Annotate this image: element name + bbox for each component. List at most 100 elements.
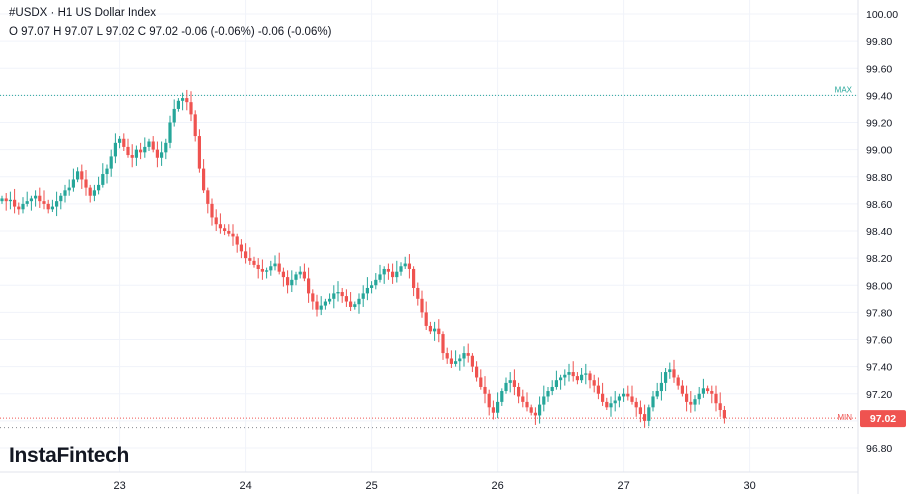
candle-body-down [706, 388, 710, 392]
candle-body-up [92, 190, 96, 196]
y-tick-label: 96.80 [866, 443, 892, 455]
candle-body-down [349, 301, 353, 307]
candle-body-up [542, 396, 546, 405]
candle-body-up [559, 377, 563, 381]
candle-body-up [378, 274, 382, 280]
candle-body-down [718, 403, 722, 411]
candle-body-up [143, 146, 147, 153]
candle-body-up [0, 198, 4, 202]
candle-body-down [626, 393, 630, 397]
candle-body-down [445, 353, 449, 359]
candle-body-up [701, 388, 705, 394]
y-tick-label: 98.40 [866, 226, 892, 238]
candle-body-up [370, 285, 374, 288]
candle-body-up [353, 304, 357, 307]
candle-body-down [46, 203, 50, 210]
candle-body-up [50, 206, 54, 210]
candle-body-up [374, 279, 378, 286]
candle-body-down [42, 201, 46, 204]
x-tick-label: 26 [491, 480, 503, 492]
candle-body-down [80, 171, 84, 180]
candle-body-down [344, 296, 348, 302]
candle-body-up [563, 374, 567, 378]
candle-body-down [416, 287, 420, 299]
candle-body-down [588, 373, 592, 381]
x-tick-label: 24 [239, 480, 251, 492]
candle-body-down [84, 179, 88, 188]
candle-body-down [235, 236, 239, 245]
candle-body-down [466, 353, 470, 356]
price-levels: MAX MIN [0, 85, 858, 429]
y-tick-label: 99.80 [866, 36, 892, 48]
candle-body-up [59, 195, 63, 202]
candle-body-up [508, 380, 512, 383]
candle-body-up [273, 263, 277, 267]
x-tick-label: 25 [365, 480, 377, 492]
candle-body-up [567, 372, 571, 375]
candle-body-up [25, 201, 29, 204]
candle-body-up [382, 268, 386, 275]
candle-body-up [118, 138, 122, 143]
candle-body-up [458, 358, 462, 362]
candle-body-up [134, 149, 138, 158]
y-tick-label: 97.40 [866, 362, 892, 374]
candle-body-up [34, 195, 38, 199]
candle-body-up [181, 98, 185, 101]
candle-body-down [529, 407, 533, 413]
candle-body-up [365, 287, 369, 294]
candle-body-up [109, 156, 113, 169]
last-price-badge [860, 410, 906, 428]
candle-body-up [357, 298, 361, 305]
candle-body-down [491, 407, 495, 413]
y-tick-label: 97.20 [866, 389, 892, 401]
candles [0, 89, 726, 428]
candle-body-down [302, 271, 306, 279]
candle-body-down [223, 228, 227, 231]
candle-body-down [470, 355, 474, 367]
candle-body-down [672, 369, 676, 378]
candle-body-up [399, 266, 403, 272]
grid-lines [0, 0, 859, 494]
candle-body-up [554, 380, 558, 387]
candle-body-down [13, 199, 17, 207]
candle-body-down [449, 358, 453, 364]
candle-body-up [403, 263, 407, 267]
price-axis: 100.00 99.80 99.60 99.40 99.20 99.00 98.80 98.6… [860, 9, 906, 455]
candle-body-up [168, 122, 172, 143]
candle-body-down [407, 263, 411, 269]
candle-body-down [630, 396, 634, 402]
candle-body-down [714, 393, 718, 404]
candle-body-down [680, 385, 684, 394]
candle-body-up [647, 407, 651, 421]
candle-body-down [512, 380, 516, 387]
candle-body-down [197, 136, 201, 169]
candle-body-up [101, 174, 105, 185]
candle-body-down [210, 203, 214, 218]
candle-body-down [391, 271, 395, 278]
candle-body-down [17, 206, 21, 210]
candle-body-down [185, 98, 189, 103]
candle-body-up [504, 382, 508, 392]
candle-body-up [323, 301, 327, 306]
candle-body-down [487, 393, 491, 408]
candle-body-up [164, 142, 168, 153]
candle-body-down [424, 312, 428, 326]
candle-body-down [441, 334, 445, 354]
candle-body-up [55, 201, 59, 207]
candle-body-up [290, 279, 294, 286]
candle-body-up [668, 369, 672, 373]
candle-body-up [328, 298, 332, 302]
candle-body-down [592, 380, 596, 386]
candle-body-up [298, 271, 302, 275]
time-axis: 23 24 25 26 27 30 [113, 480, 755, 492]
candle-body-up [546, 391, 550, 397]
candle-body-up [433, 328, 437, 332]
candle-body-down [575, 376, 579, 381]
candle-body-up [500, 391, 504, 402]
candle-body-down [248, 258, 252, 261]
candle-body-down [139, 149, 143, 153]
candle-body-up [609, 403, 613, 408]
candle-body-down [676, 377, 680, 386]
candle-body-up [659, 382, 663, 392]
